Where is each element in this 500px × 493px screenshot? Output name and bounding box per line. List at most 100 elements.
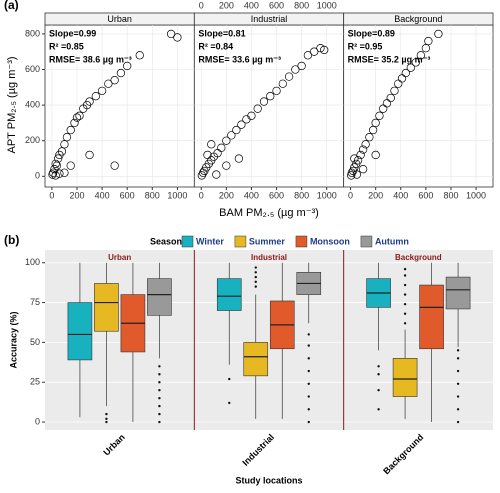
y-axis-label: APT PM₂.₅ (µg m⁻³) [6,56,18,153]
panel-label: (a) [4,0,19,12]
plot-background [45,250,493,430]
outlier [228,401,231,405]
point [316,43,325,53]
legend-swatch [360,235,373,248]
point [72,113,82,122]
strip-label: Background [395,253,442,262]
point [66,125,75,135]
x-tick-label: Background [381,432,425,476]
outlier [307,382,310,386]
outlier [307,333,310,336]
point [123,61,132,71]
x-tick-label: 600 [269,190,284,200]
point [97,86,107,96]
outlier [158,381,161,384]
y-tick-label: 400 [25,99,40,109]
strip-label: Industrial [251,253,287,262]
point [361,140,370,149]
point [358,165,368,174]
point [411,58,420,67]
x-tick-label: 400 [95,190,110,200]
outlier [456,382,460,386]
strip-label: Urban [108,253,131,262]
point [375,111,384,120]
x-tick-label: 0 [348,190,353,200]
point [237,120,246,129]
x-tick-label: 200 [368,190,383,200]
outlier [403,312,407,315]
y-tick-label: 800 [25,28,40,38]
point [371,150,380,160]
outlier [158,365,161,368]
point [110,76,119,85]
outlier [228,377,231,381]
point [75,111,84,120]
point [212,170,221,179]
point [203,150,212,160]
outlier [377,388,380,392]
x-tick-label-top: 200 [219,0,234,10]
point [60,168,69,177]
x-tick-label: Urban [101,432,126,457]
point [310,47,319,56]
point [353,156,363,165]
strip-label: Background [394,14,442,24]
x-tick-label-top: 800 [294,0,309,10]
point [207,140,216,149]
point [60,140,69,149]
point [51,159,60,169]
outlier [377,408,380,411]
box [67,302,93,361]
point [406,63,415,72]
point [173,33,182,42]
outlier [254,280,257,284]
outlier [456,420,460,424]
point [247,111,256,120]
x-tick-label-top: 600 [269,0,284,10]
legend-label: Monsoon [310,236,350,246]
point [347,168,356,177]
point [369,125,378,135]
point [356,150,365,160]
legend-label: Winter [196,236,224,246]
outlier [105,412,108,416]
legend-label: Autumn [375,236,409,246]
box [243,342,269,377]
strip-label: Industrial [251,14,288,24]
point [386,93,395,103]
point [320,45,329,55]
y-tick-label: 0 [35,416,40,426]
box [419,284,444,350]
outlier [254,266,257,269]
outlier [307,408,310,411]
x-tick-label: 400 [244,190,259,200]
box [216,278,242,311]
x-tick-label: 400 [393,190,408,200]
point [259,97,269,106]
legend-title: Season [150,236,182,246]
box [94,283,119,332]
x-tick-label: 600 [418,190,433,200]
point [272,86,281,96]
x-tick-label-top: 400 [244,0,259,10]
point [55,169,64,178]
point [62,133,72,142]
x-tick-label-top: 0 [199,0,204,10]
outlier [377,365,380,368]
x-tick-label-top: 1000 [317,0,337,10]
point [135,51,144,60]
annotation: R² =0.95 [348,41,383,51]
point [358,145,368,154]
outlier [307,369,310,373]
point [266,92,275,101]
outlier [456,369,460,373]
annotation: RMSE= 35.2 µg m⁻³ [348,54,431,64]
point [217,143,226,152]
x-axis-label: BAM PM₂.₅ (µg m⁻³) [219,207,319,219]
point [352,170,361,179]
outlier [254,285,257,288]
x-tick-label: 1000 [317,190,337,200]
point [303,51,313,60]
x-axis-label: Study locations [235,475,302,485]
